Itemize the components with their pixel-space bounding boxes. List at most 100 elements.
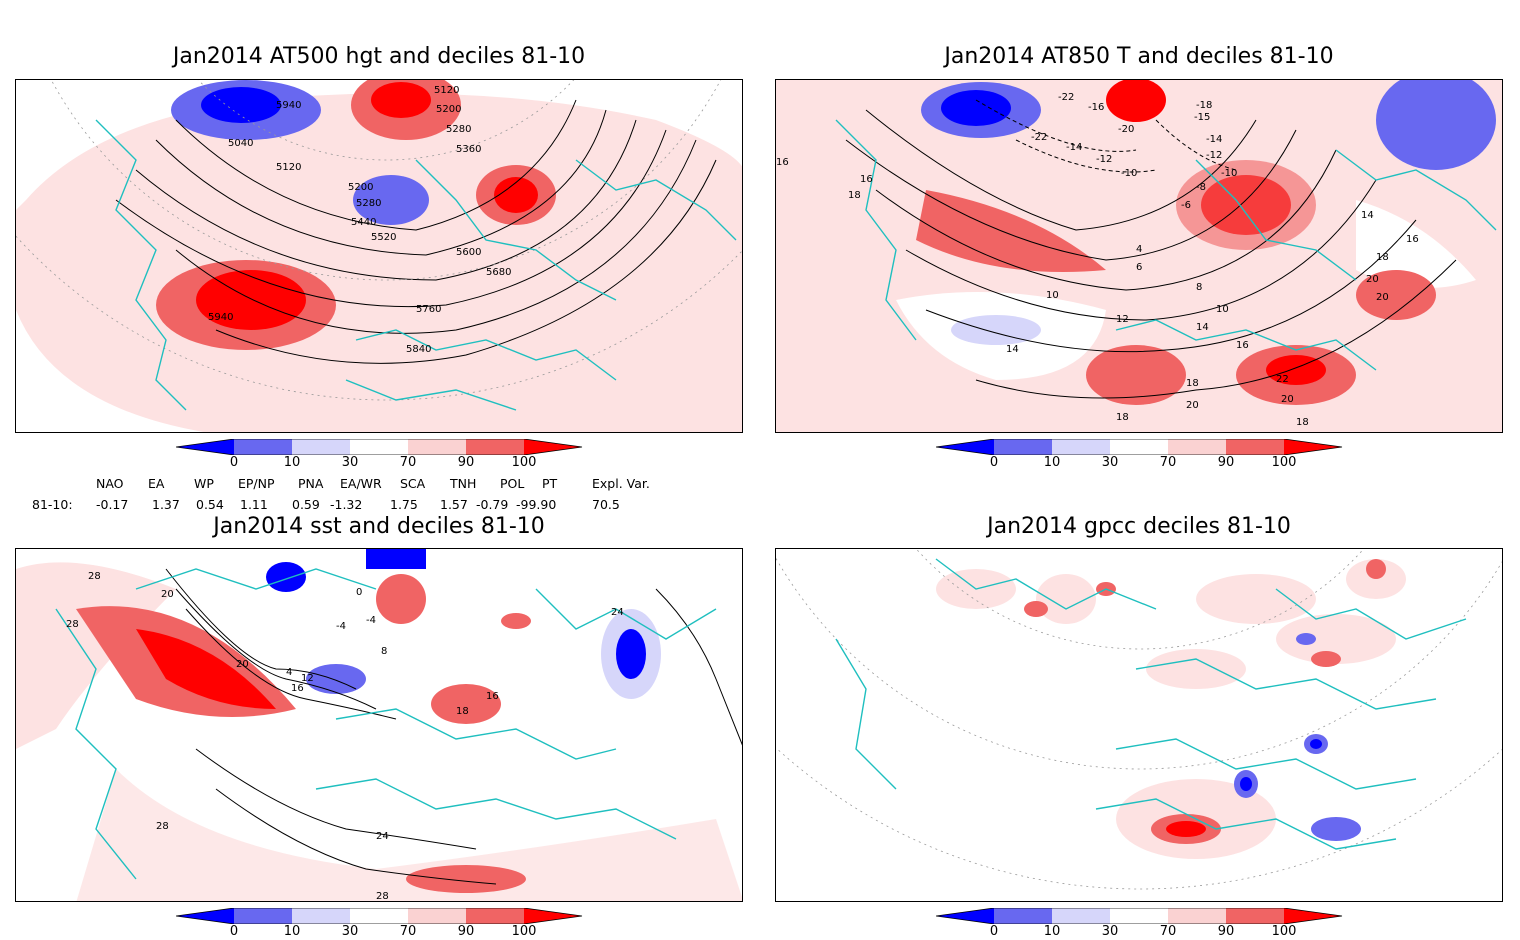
index-header: PNA: [298, 476, 324, 491]
contour-label: 14: [1196, 322, 1209, 333]
contour-label: 4: [1136, 244, 1142, 255]
contour-label: 5120: [276, 162, 301, 173]
contour-label: 18: [1296, 417, 1309, 428]
colorbar-p1-tick: 0: [229, 455, 239, 470]
index-value: 70.5: [592, 497, 620, 512]
index-value: -0.79: [476, 497, 509, 512]
colorbar-p1-tick: 10: [283, 455, 301, 470]
map-sst: 28 28 20 20 4 12 16 0 -4 -4 8 16 18 24 24 28 28: [15, 548, 743, 902]
colorbar-p3-tick: 30: [341, 924, 359, 939]
index-value: 1.57: [440, 497, 468, 512]
contour-label: -22: [1058, 92, 1074, 103]
contour-label: 5680: [486, 267, 511, 278]
map-t850-canvas: 16 18 16 -22 -16 -20 -18-15 -14 -12 -10 -8 -6 -22 -14…: [776, 80, 1502, 432]
contour-label: 18: [1186, 378, 1199, 389]
contour-label: 5200: [348, 182, 373, 193]
contour-label: 5360: [456, 144, 481, 155]
contour-label: 20: [1376, 292, 1389, 303]
index-value: 1.37: [152, 497, 180, 512]
contour-label: 5440: [351, 217, 376, 228]
index-header: EP/NP: [238, 476, 275, 491]
colorbar-p2-tick: 100: [1271, 455, 1297, 470]
contour-label: -10: [1221, 168, 1237, 179]
index-header: Expl. Var.: [592, 476, 650, 491]
contour-label: 14: [1361, 210, 1374, 221]
colorbar-p1-bar: [175, 438, 583, 456]
contour-label: 5520: [371, 232, 396, 243]
contour-label: -22: [1031, 132, 1047, 143]
contour-label: 8: [1196, 282, 1202, 293]
colorbar-p4-tick: 0: [989, 924, 999, 939]
contour-label: 18: [1116, 412, 1129, 423]
index-header: SCA: [400, 476, 426, 491]
contour-label: 28: [376, 891, 389, 902]
contour-label: -20: [1118, 124, 1134, 135]
contour-label: 28: [66, 619, 79, 630]
colorbar-p4-tick: 70: [1159, 924, 1177, 939]
colorbar-p2: 0 10 30 70 90 100: [935, 438, 1344, 470]
contour-label: -12: [1206, 150, 1222, 161]
panel-title-sst: Jan2014 sst and deciles 81-10: [213, 514, 545, 539]
index-value: -1.32: [330, 497, 363, 512]
indices-header-row: NAO EA WP EP/NP PNA EA/WR SCA TNH POL PT…: [0, 476, 700, 492]
index-header: TNH: [450, 476, 477, 491]
contour-label: 22: [1276, 374, 1289, 385]
colorbar-p1-tick: 30: [341, 455, 359, 470]
contour-label: 20: [236, 659, 249, 670]
contour-label: 20: [161, 589, 174, 600]
contour-label: 5200: [436, 104, 461, 115]
contour-label: 10: [1046, 290, 1059, 301]
contour-label: 5840: [406, 344, 431, 355]
colorbar-p2-tick: 10: [1043, 455, 1061, 470]
contour-label: 10: [1216, 304, 1229, 315]
contour-label: 5600: [456, 247, 481, 258]
panel-title-t850: Jan2014 AT850 T and deciles 81-10: [944, 44, 1334, 69]
colorbar-p2-tick: 90: [1217, 455, 1235, 470]
contour-label: 16: [1236, 340, 1249, 351]
index-header: POL: [500, 476, 525, 491]
index-header: EA: [148, 476, 165, 491]
indices-value-row: 81-10: -0.17 1.37 0.54 1.11 0.59 -1.32 1…: [0, 497, 700, 513]
contour-label: 24: [611, 607, 624, 618]
contour-label: 28: [156, 821, 169, 832]
contour-label: 12: [301, 673, 314, 684]
contour-label: -8: [1196, 182, 1206, 193]
contour-label: -4: [336, 621, 346, 632]
index-header: NAO: [96, 476, 124, 491]
contour-label: 16: [291, 683, 304, 694]
index-value: 1.11: [240, 497, 268, 512]
contour-label: 18: [1376, 252, 1389, 263]
panel-title-hgt: Jan2014 AT500 hgt and deciles 81-10: [172, 44, 586, 69]
panel-title-gpcc: Jan2014 gpcc deciles 81-10: [987, 514, 1291, 539]
contour-label: 16: [486, 691, 499, 702]
contour-label: -10: [1121, 168, 1137, 179]
colorbar-p3-bar: [175, 907, 583, 925]
contour-label: 24: [376, 831, 389, 842]
colorbar-p2-bar: [935, 438, 1343, 456]
map-hgt500-canvas: 5120 5200 5280 5360 5940 5040 5120 5200 5280 5440…: [16, 80, 742, 432]
index-value: -99.90: [516, 497, 557, 512]
contour-label: 4: [286, 667, 292, 678]
colorbar-p1-tick: 90: [457, 455, 475, 470]
colorbar-p1-tick: 100: [511, 455, 537, 470]
colorbar-p3-tick: 100: [511, 924, 537, 939]
contour-label: 18: [456, 706, 469, 717]
contour-label: 5040: [228, 138, 253, 149]
colorbar-p2-tick: 0: [989, 455, 999, 470]
contour-label: 6: [1136, 262, 1142, 273]
colorbar-p3-tick: 70: [399, 924, 417, 939]
colorbar-p4-tick: 100: [1271, 924, 1297, 939]
colorbar-p4: 0 10 30 70 90 100: [935, 907, 1344, 939]
contour-label: -6: [1181, 200, 1191, 211]
index-value: 0.59: [292, 497, 320, 512]
index-row-label: 81-10:: [32, 497, 73, 512]
colorbar-p1-tick: 70: [399, 455, 417, 470]
colorbar-p4-tick: 30: [1101, 924, 1119, 939]
map-hgt500: 5120 5200 5280 5360 5940 5040 5120 5200 5280 5440…: [15, 79, 743, 433]
index-header: EA/WR: [340, 476, 382, 491]
colorbar-p2-tick: 30: [1101, 455, 1119, 470]
contour-label: 20: [1186, 400, 1199, 411]
colorbar-p4-tick: 90: [1217, 924, 1235, 939]
contour-label: 5760: [416, 304, 441, 315]
contour-label: 28: [88, 571, 101, 582]
